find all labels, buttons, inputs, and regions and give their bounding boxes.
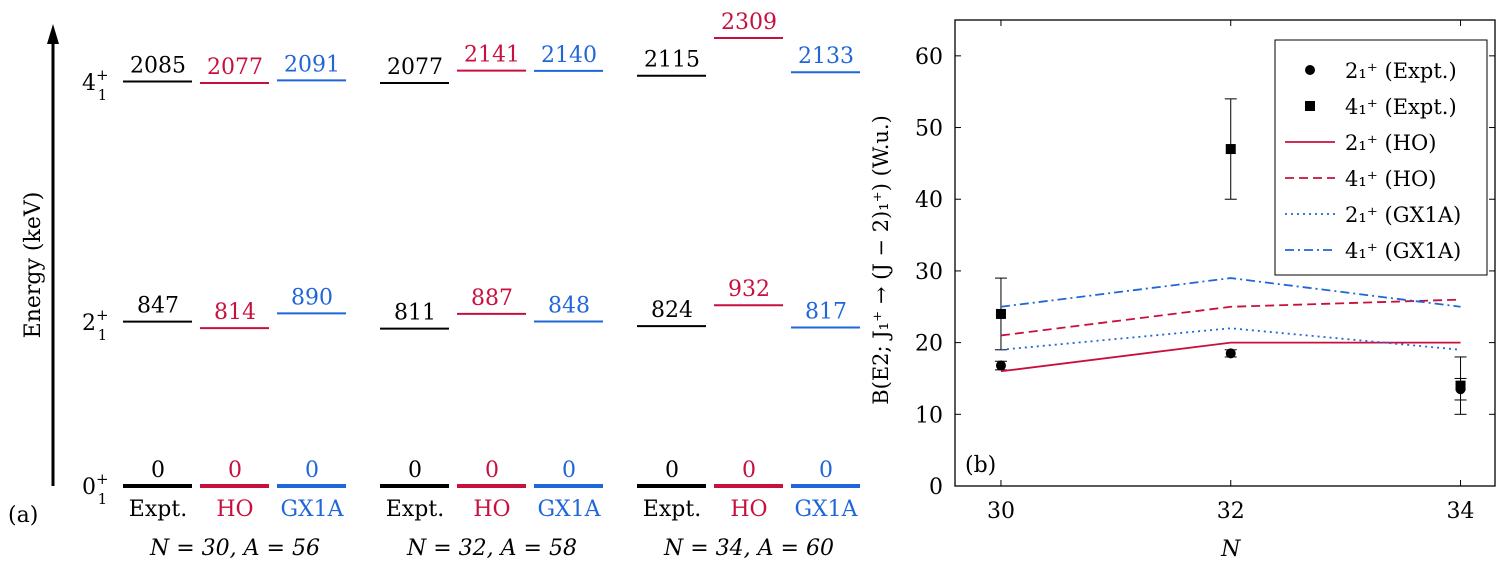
legend-marker-square (1305, 101, 1315, 111)
legend-box (1274, 39, 1488, 276)
series-line (1000, 298, 1461, 337)
y-tick-label: 40 (915, 188, 943, 213)
level-energy-label: 814 (214, 300, 256, 325)
level-energy-label: 0 (408, 458, 422, 483)
level-energy-label: 2077 (207, 55, 263, 80)
level-energy-label: 847 (137, 294, 179, 319)
y-tick-label: 0 (929, 475, 943, 500)
level-energy-label: 890 (291, 285, 333, 310)
state-label-j: 4 (82, 71, 96, 96)
level-energy-label: 0 (819, 458, 833, 483)
x-tick-label: 32 (1217, 499, 1245, 524)
state-label-sup: + (96, 66, 109, 84)
state-label-j: 2 (82, 311, 96, 336)
legend-entry: 4₁⁺ (GX1A) (1345, 239, 1461, 263)
state-label-sup: + (96, 470, 109, 488)
legend-entry: 4₁⁺ (HO) (1345, 167, 1436, 191)
level-energy-label: 932 (728, 277, 770, 302)
level-energy-label: 2141 (464, 43, 520, 68)
x-axis-label: N (1220, 537, 1241, 562)
column-label-gx1a: GX1A (280, 497, 344, 522)
level-energy-label: 0 (305, 458, 319, 483)
level-energy-label: 2077 (387, 55, 443, 80)
level-energy-label: 2133 (798, 44, 854, 69)
level-energy-label: 0 (151, 458, 165, 483)
state-label: 0+ 1 (82, 470, 109, 508)
state-label-sub: 1 (98, 326, 108, 344)
group-label: N = 30, A = 56 (149, 536, 320, 561)
level-energy-label: 817 (805, 300, 847, 325)
energy-axis-label: Energy (keV) (21, 192, 46, 339)
state-label: 2+ 1 (82, 306, 109, 344)
group-label: N = 32, A = 58 (406, 536, 577, 561)
panel-label-a: (a) (8, 503, 38, 528)
x-tick-label: 30 (987, 499, 1015, 524)
state-label-j: 0 (82, 475, 96, 500)
state-label: 4+ 1 (82, 66, 109, 104)
y-tick-label: 60 (915, 45, 943, 70)
level-energy-label: 0 (228, 458, 242, 483)
state-label-sup: + (96, 306, 109, 324)
legend-entry: 2₁⁺ (GX1A) (1345, 203, 1461, 227)
legend-entry: 2₁⁺ (Expt.) (1345, 59, 1457, 83)
column-label-ho: HO (473, 497, 510, 522)
column-label-gx1a: GX1A (794, 497, 858, 522)
level-energy-label: 824 (651, 298, 693, 323)
level-energy-label: 887 (471, 286, 513, 311)
x-tick-label: 34 (1447, 499, 1475, 524)
series-line (1000, 277, 1461, 308)
legend-entry: 4₁⁺ (Expt.) (1345, 95, 1457, 119)
data-point-circle (995, 360, 1006, 371)
data-point-circle (1225, 348, 1236, 359)
column-label-expt: Expt. (386, 497, 444, 522)
column-label-expt: Expt. (643, 497, 701, 522)
level-energy-label: 811 (394, 301, 436, 326)
energy-axis-arrow-icon (47, 24, 59, 44)
y-axis-label: B(E2; J₁⁺ → (J − 2)₁⁺) (W.u.) (869, 115, 893, 405)
state-label-sub: 1 (98, 86, 108, 104)
series-line (1000, 327, 1461, 351)
level-energy-label: 0 (742, 458, 756, 483)
level-energy-label: 0 (665, 458, 679, 483)
column-label-ho: HO (730, 497, 767, 522)
level-energy-label: 2115 (644, 48, 700, 73)
data-point-square (1225, 144, 1236, 155)
data-point-square (1455, 380, 1466, 391)
level-energy-label: 2309 (721, 10, 777, 35)
y-tick-label: 30 (915, 260, 943, 285)
state-label-sub: 1 (98, 490, 108, 508)
level-energy-label: 0 (485, 458, 499, 483)
legend-entry: 2₁⁺ (HO) (1345, 131, 1436, 155)
column-label-gx1a: GX1A (537, 497, 601, 522)
y-tick-label: 50 (915, 117, 943, 142)
y-tick-label: 10 (915, 403, 943, 428)
level-energy-label: 2140 (541, 43, 597, 68)
level-energy-label: 2091 (284, 52, 340, 77)
plot-frame (954, 19, 1496, 487)
legend-marker-circle (1305, 65, 1315, 75)
level-energy-label: 0 (562, 458, 576, 483)
column-label-expt: Expt. (129, 497, 187, 522)
level-energy-label: 848 (548, 293, 590, 318)
level-energy-label: 2085 (130, 54, 186, 79)
column-label-ho: HO (216, 497, 253, 522)
y-tick-label: 20 (915, 332, 943, 357)
panel-label-b: (b) (965, 453, 996, 478)
data-point-square (995, 308, 1006, 319)
group-label: N = 34, A = 60 (663, 536, 834, 561)
